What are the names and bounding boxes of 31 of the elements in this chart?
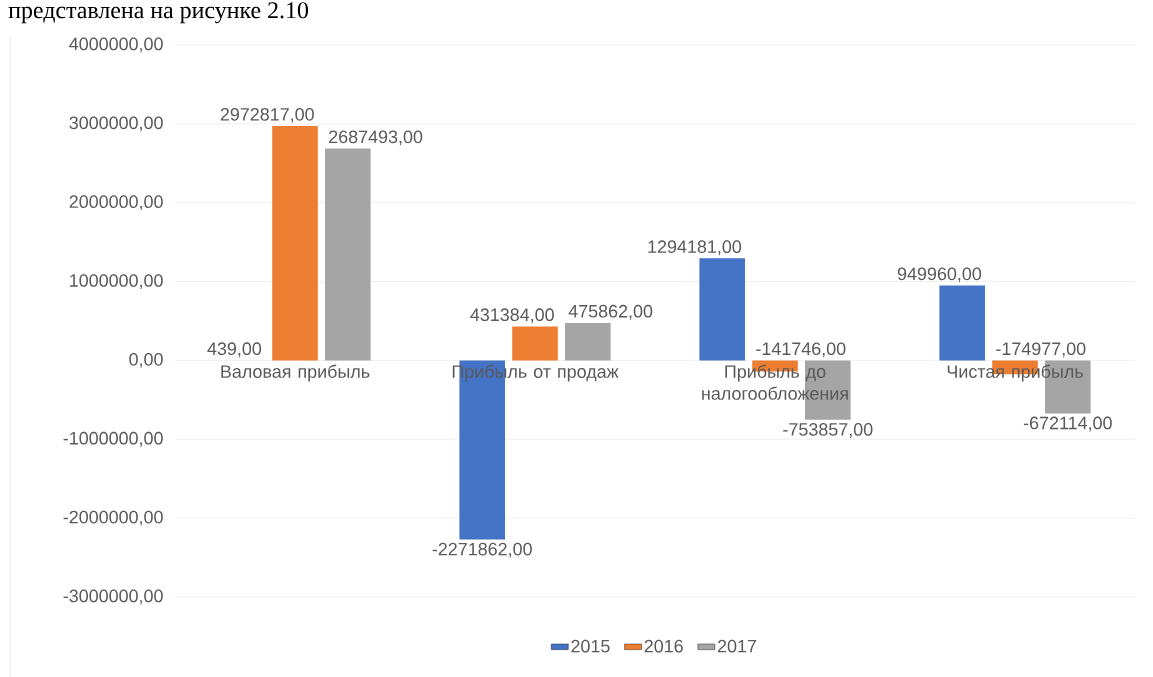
data-label: 949960,00 — [897, 267, 982, 283]
y-tick-label: 0,00 — [129, 353, 163, 368]
bar — [565, 322, 611, 361]
data-label: -174977,00 — [996, 342, 1086, 358]
data-label: 431384,00 — [470, 308, 554, 324]
bar — [272, 125, 318, 361]
legend-label: 2016 — [644, 639, 683, 653]
y-tick-label: -1000000,00 — [63, 431, 163, 447]
y-tick-label: -3000000,00 — [63, 589, 163, 605]
data-label: 1294181,00 — [648, 240, 742, 256]
legend-label: 2015 — [571, 639, 610, 653]
legend-label: 2017 — [717, 639, 757, 653]
data-label: -672114,00 — [1023, 416, 1112, 432]
data-label: 2687493,00 — [329, 130, 423, 146]
y-tick-label: 1000000,00 — [70, 274, 163, 289]
y-tick-label: -2000000,00 — [63, 510, 163, 526]
data-label: 475862,00 — [568, 304, 653, 320]
y-tick-label: 3000000,00 — [69, 116, 163, 132]
x-tick-label: Валовая прибыль — [221, 364, 370, 382]
data-label: 2972817,00 — [220, 107, 314, 123]
y-tick-label: 2000000,00 — [69, 195, 163, 211]
bar — [939, 285, 986, 361]
bar — [512, 326, 558, 361]
text: представлена на рисунке 2.10 — [8, 2, 309, 24]
y-tick-label: 4000000,00 — [69, 37, 163, 53]
data-label: -141746,00 — [756, 342, 846, 358]
bar — [699, 258, 746, 361]
data-label: 439,00 — [207, 342, 262, 358]
bar — [325, 148, 371, 361]
data-label: -2271862,00 — [432, 542, 532, 558]
data-label: -753857,00 — [783, 423, 873, 438]
